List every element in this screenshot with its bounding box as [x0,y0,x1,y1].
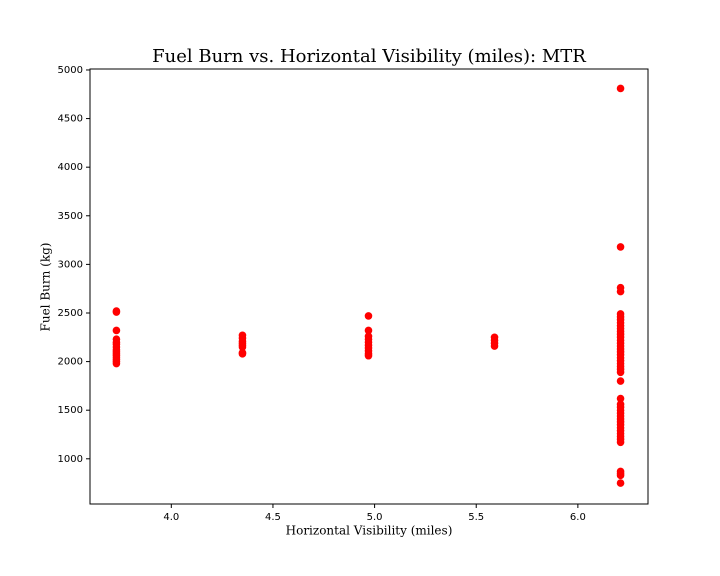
point [238,343,247,351]
point [364,326,373,335]
chart-title: Fuel Burn vs. Horizontal Visibility (mil… [152,46,586,67]
y-tick-label: 2500 [58,308,83,319]
point [616,84,625,93]
point [616,377,625,385]
point [616,394,625,403]
x-tick-label: 6.0 [570,512,586,523]
y-axis-label: Fuel Burn (kg) [39,243,53,332]
point [616,471,625,480]
point [112,326,121,335]
point [364,351,373,360]
point [490,342,499,350]
x-axis-label: Horizontal Visibility (miles) [286,524,453,538]
y-tick-label: 4000 [58,162,83,173]
x-tick-label: 5.0 [367,512,383,523]
y-tick-label: 5000 [58,65,83,76]
y-tick-label: 3500 [58,211,83,222]
plot-frame [89,68,649,505]
point [364,312,373,320]
point [616,479,625,487]
point [112,359,121,368]
x-tick-label: 5.5 [468,512,484,523]
point [112,308,121,316]
y-tick-label: 3000 [58,259,83,270]
point [238,350,247,358]
y-tick-label: 4500 [58,114,83,125]
point [616,243,625,251]
y-tick-label: 1000 [58,454,83,465]
point [616,368,625,377]
x-tick-label: 4.5 [265,512,281,523]
x-tick-label: 4.0 [163,512,179,523]
point [616,287,625,296]
y-tick-label: 1500 [58,405,83,416]
point [616,438,625,447]
y-tick-label: 2000 [58,357,83,368]
